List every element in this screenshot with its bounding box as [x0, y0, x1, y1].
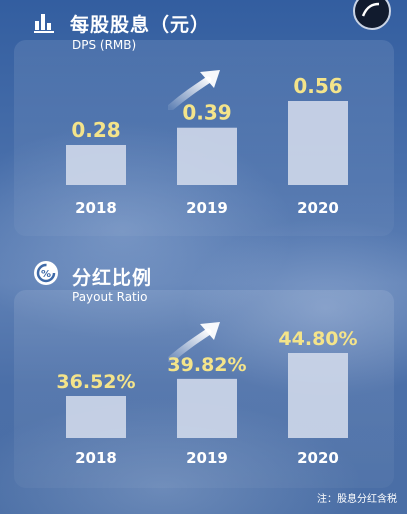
- percent-pie-icon: %: [34, 261, 58, 285]
- payout-bar-2018: [66, 396, 126, 438]
- payout-trend-arrow-icon: [168, 322, 220, 362]
- payout-category-label-2018: 2018: [75, 449, 117, 467]
- dps-value-label-2018: 0.28: [71, 118, 120, 142]
- payout-subtitle: Payout Ratio: [72, 290, 148, 304]
- payout-bar-2019: [177, 378, 237, 438]
- bar-chart-icon: [34, 14, 54, 33]
- dps-trend-arrow-icon: [168, 70, 220, 110]
- payout-value-label-2020: 44.80%: [278, 328, 357, 350]
- dps-bar-2018: [66, 145, 126, 185]
- payout-bar-2020: [288, 353, 348, 438]
- payout-category-label-2020: 2020: [297, 449, 339, 467]
- corner-badge-icon: [353, 0, 391, 30]
- dps-category-label-2020: 2020: [297, 199, 339, 217]
- svg-text:%: %: [41, 269, 51, 280]
- dps-subtitle: DPS (RMB): [72, 38, 137, 52]
- dps-bar-2020: [288, 101, 348, 185]
- dps-value-label-2019: 0.39: [182, 101, 231, 125]
- dps-title: 每股股息（元）: [70, 14, 211, 36]
- payout-title: 分红比例: [72, 267, 153, 289]
- payout-category-label-2019: 2019: [186, 449, 228, 467]
- payout-value-label-2018: 36.52%: [56, 371, 135, 393]
- dps-value-label-2020: 0.56: [293, 74, 342, 98]
- dps-category-label-2019: 2019: [186, 199, 228, 217]
- dps-bar-2019: [177, 127, 237, 185]
- dps-category-label-2018: 2018: [75, 199, 117, 217]
- footnote: 注：股息分红含税: [317, 494, 397, 505]
- payout-value-label-2019: 39.82%: [167, 354, 246, 376]
